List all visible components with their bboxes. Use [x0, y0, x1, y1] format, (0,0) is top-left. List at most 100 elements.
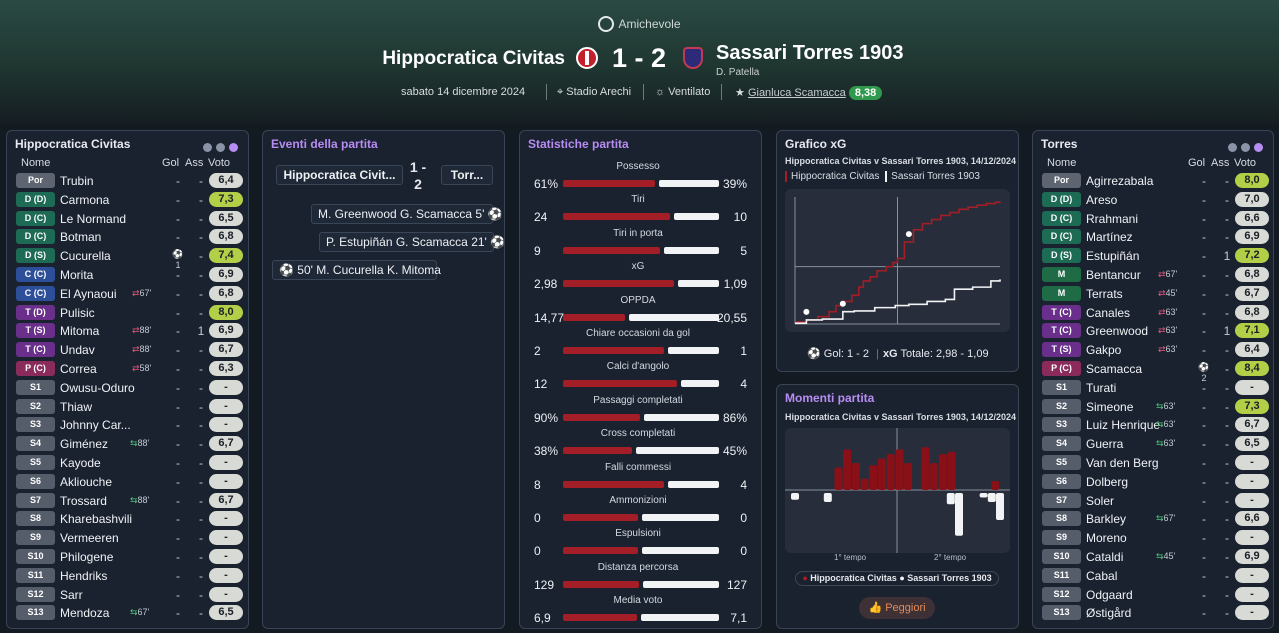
player-row[interactable]: T (C) Canales ⇄63' - -6,8 [1042, 304, 1269, 322]
mvp-link[interactable]: Gianluca Scamacca [747, 87, 846, 99]
player-name[interactable]: Giménez [60, 437, 109, 452]
player-row[interactable]: C (C) El Aynaoui ⇄67' - -6,8 [16, 285, 243, 303]
player-name[interactable]: Morita [60, 268, 94, 282]
player-row[interactable]: S3 Johnny Car... - - - [16, 416, 243, 434]
home-team-name[interactable]: Hippocratica Civitas [382, 48, 565, 69]
player-name[interactable]: Van den Berg [1086, 456, 1159, 470]
player-row[interactable]: S9 Vermeeren - - - [16, 529, 243, 547]
player-name[interactable]: Barkley [1086, 512, 1127, 527]
player-row[interactable]: S7 Soler - - - [1042, 492, 1269, 510]
player-name[interactable]: Gakpo [1086, 343, 1122, 358]
event-item[interactable]: ⚽ 50' M. Cucurella K. Mitoma [272, 260, 441, 280]
player-name[interactable]: Owusu-Oduro [60, 380, 135, 395]
player-row[interactable]: S10 Cataldi ⇆45' - -6,9 [1042, 548, 1269, 566]
player-row[interactable]: S4 Guerra ⇆63' - -6,5 [1042, 435, 1269, 453]
player-row[interactable]: Por Agirrezabala - -8,0 [1042, 172, 1269, 190]
player-row[interactable]: C (C) Morita - -6,9 [16, 266, 243, 284]
player-name[interactable]: Correa [60, 362, 97, 376]
dot[interactable] [216, 143, 225, 152]
player-row[interactable]: S1 Owusu-Oduro - - - [16, 379, 243, 397]
player-row[interactable]: P (C) Scamacca ⚽2 -8,4 [1042, 360, 1269, 383]
player-name[interactable]: Luiz Henrique [1086, 418, 1161, 433]
player-name[interactable]: Botman [60, 230, 102, 245]
player-row[interactable]: S10 Philogene - - - [16, 548, 243, 566]
player-row[interactable]: S11 Hendriks - - - [16, 567, 243, 585]
player-name[interactable]: Trossard [60, 493, 107, 508]
col-ass[interactable]: Ass [1211, 157, 1230, 169]
away-team-name[interactable]: Sassari Torres 1903 [716, 42, 904, 64]
player-row[interactable]: D (C) Botman - -6,8 [16, 228, 243, 246]
player-row[interactable]: S4 Giménez ⇆88' - -6,7 [16, 435, 243, 453]
player-row[interactable]: S12 Sarr - - - [16, 586, 243, 604]
player-name[interactable]: Cucurella [60, 249, 111, 264]
player-row[interactable]: D (C) Rrahmani - -6,6 [1042, 210, 1269, 228]
player-name[interactable]: El Aynaoui [60, 286, 117, 301]
player-name[interactable]: Philogene [60, 550, 114, 564]
player-name[interactable]: Hendriks [60, 568, 108, 583]
dot[interactable] [1228, 143, 1237, 152]
player-name[interactable]: Sarr [60, 587, 83, 602]
player-name[interactable]: Carmona [60, 192, 110, 207]
player-name[interactable]: Areso [1086, 192, 1118, 207]
event-item[interactable]: M. Greenwood G. Scamacca 5' ⚽ [311, 204, 503, 224]
player-row[interactable]: S11 Cabal - - - [1042, 567, 1269, 585]
dot-active[interactable] [229, 143, 238, 152]
player-name[interactable]: Cabal [1086, 568, 1118, 583]
player-row[interactable]: D (S) Estupiñán - 1 7,2 [1042, 247, 1269, 265]
player-name[interactable]: Pulisic [60, 305, 95, 320]
col-gol[interactable]: Gol [162, 157, 180, 169]
player-name[interactable]: Vermeeren [60, 531, 119, 546]
col-name[interactable]: Nome [21, 157, 51, 169]
events-home-team[interactable]: Hippocratica Civit... [276, 165, 403, 185]
col-ass[interactable]: Ass [185, 157, 204, 169]
player-row[interactable]: M Bentancur ⇄67' - -6,8 [1042, 266, 1269, 284]
player-name[interactable]: Guerra [1086, 437, 1124, 452]
dot-active[interactable] [1254, 143, 1263, 152]
col-name[interactable]: Nome [1047, 157, 1077, 169]
col-voto[interactable]: Voto [1234, 157, 1257, 169]
player-name[interactable]: Undav [60, 343, 95, 358]
player-row[interactable]: M Terrats ⇄45' - -6,7 [1042, 285, 1269, 303]
player-name[interactable]: Scamacca [1086, 362, 1143, 376]
view-dots[interactable] [1224, 139, 1263, 157]
player-row[interactable]: T (C) Greenwood ⇄63' - 1 7,1 [1042, 322, 1269, 340]
player-name[interactable]: Greenwood [1086, 324, 1149, 339]
dot[interactable] [1241, 143, 1250, 152]
player-row[interactable]: S8 Kharebashvili - - - [16, 510, 243, 528]
player-name[interactable]: Rrahmani [1086, 211, 1139, 226]
player-row[interactable]: S6 Akliouche - - - [16, 473, 243, 491]
player-name[interactable]: Mendoza [60, 606, 110, 621]
player-name[interactable]: Johnny Car... [60, 418, 131, 433]
player-name[interactable]: Simeone [1086, 399, 1134, 414]
player-name[interactable]: Moreno [1086, 531, 1127, 546]
col-gol[interactable]: Gol [1188, 157, 1206, 169]
player-row[interactable]: S7 Trossard ⇆88' - -6,7 [16, 492, 243, 510]
player-row[interactable]: S8 Barkley ⇆67' - -6,6 [1042, 510, 1269, 528]
player-name[interactable]: Martínez [1086, 230, 1133, 245]
player-name[interactable]: Soler [1086, 493, 1115, 508]
player-name[interactable]: Bentancur [1086, 268, 1141, 282]
player-name[interactable]: Terrats [1086, 286, 1123, 301]
player-name[interactable]: Odgaard [1086, 587, 1133, 602]
player-name[interactable]: Thiaw [60, 399, 93, 414]
player-row[interactable]: P (C) Correa ⇄58' - -6,3 [16, 360, 243, 378]
view-dots[interactable] [199, 139, 238, 157]
player-row[interactable]: S2 Thiaw - - - [16, 398, 243, 416]
player-name[interactable]: Dolberg [1086, 474, 1129, 489]
player-name[interactable]: Trubin [60, 174, 94, 188]
player-row[interactable]: S9 Moreno - - - [1042, 529, 1269, 547]
player-row[interactable]: D (D) Carmona - -7,3 [16, 191, 243, 209]
player-name[interactable]: Cataldi [1086, 550, 1124, 564]
player-row[interactable]: S6 Dolberg - - - [1042, 473, 1269, 491]
player-row[interactable]: S13 Østigård - - - [1042, 604, 1269, 622]
player-name[interactable]: Mitoma [60, 324, 100, 339]
dot[interactable] [203, 143, 212, 152]
player-name[interactable]: Turati [1086, 380, 1117, 395]
player-row[interactable]: S5 Kayode - - - [16, 454, 243, 472]
player-row[interactable]: D (C) Le Normand - -6,5 [16, 210, 243, 228]
player-row[interactable]: S2 Simeone ⇆63' - -7,3 [1042, 398, 1269, 416]
event-item[interactable]: P. Estupiñán G. Scamacca 21' ⚽ [319, 232, 504, 252]
player-name[interactable]: Canales [1086, 305, 1131, 320]
player-name[interactable]: Akliouche [60, 474, 113, 489]
player-row[interactable]: D (D) Areso - -7,0 [1042, 191, 1269, 209]
